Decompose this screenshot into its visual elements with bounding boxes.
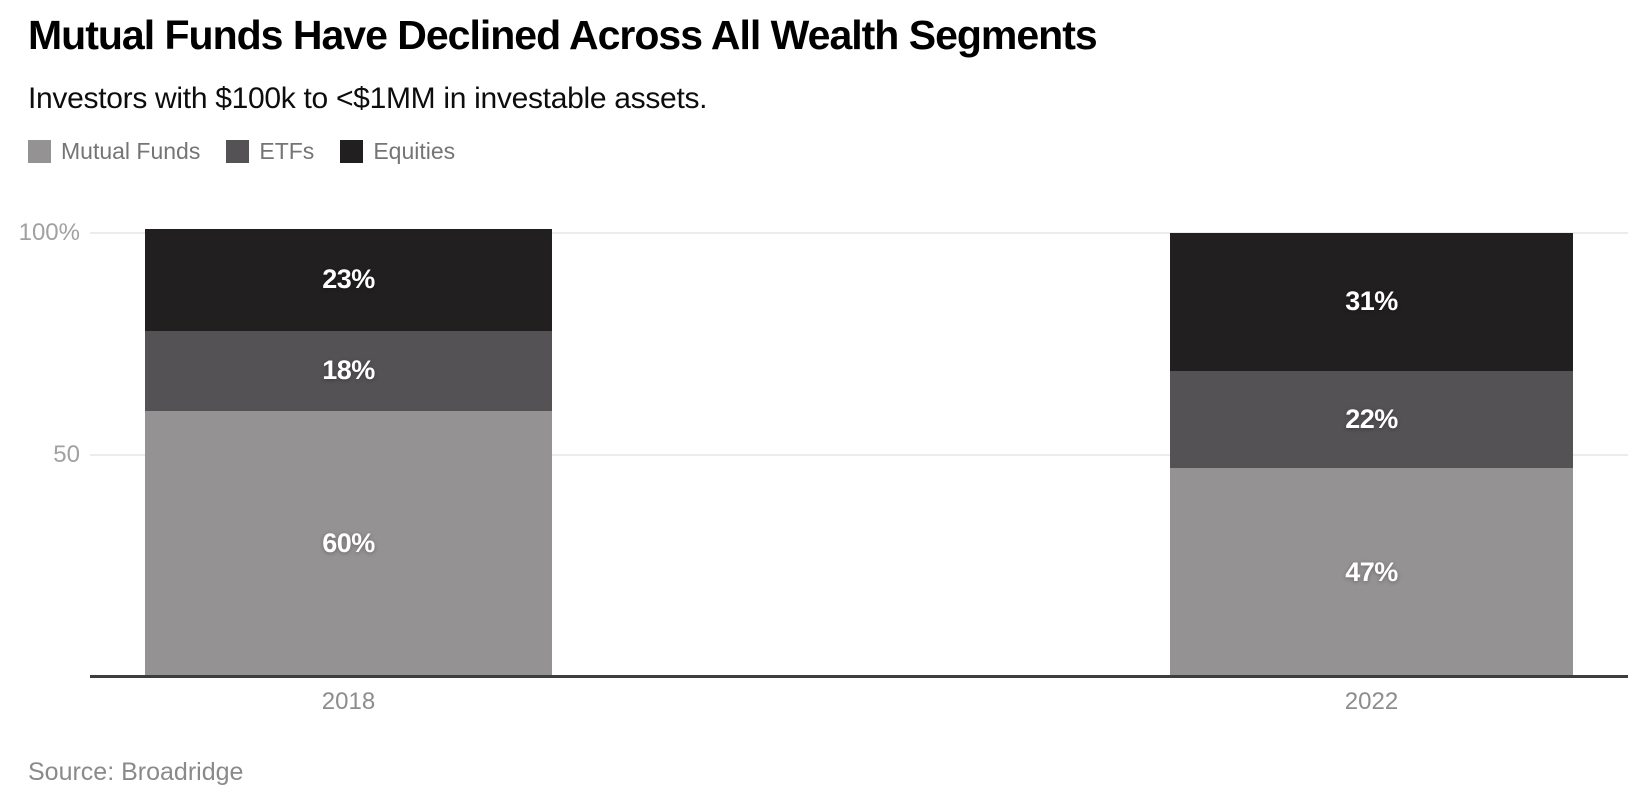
bar-value-label: 31% <box>1345 286 1398 317</box>
x-axis-line <box>90 675 1628 678</box>
chart-subtitle: Investors with $100k to <$1MM in investa… <box>28 82 708 115</box>
x-axis-tick-label: 2022 <box>1344 688 1399 715</box>
legend-swatch-icon <box>340 140 364 163</box>
legend-swatch-icon <box>226 140 250 163</box>
legend-label: ETFs <box>259 138 315 164</box>
x-axis-tick-label: 2018 <box>321 688 376 715</box>
gridline <box>90 232 1628 234</box>
y-axis-tick-label: 50 <box>53 441 80 468</box>
bar-segment: 23% <box>145 228 552 331</box>
bar-segment: 60% <box>145 410 552 677</box>
legend-label: Equities <box>373 138 456 164</box>
source-note: Source: Broadridge <box>28 758 244 786</box>
bar-value-label: 22% <box>1345 403 1398 434</box>
bar-segment: 18% <box>145 330 552 411</box>
bar-value-label: 60% <box>322 528 375 559</box>
gridline <box>90 454 1628 456</box>
legend-item: ETFs <box>226 138 314 165</box>
y-axis-tick-label: 100% <box>18 219 80 246</box>
bar-segment: 47% <box>1170 468 1573 677</box>
legend-item: Mutual Funds <box>28 138 200 165</box>
bar-value-label: 18% <box>322 355 375 386</box>
bar-value-label: 47% <box>1345 557 1398 588</box>
legend-swatch-icon <box>28 140 51 163</box>
legend-item: Equities <box>340 138 455 165</box>
bar-segment: 22% <box>1170 370 1573 469</box>
legend: Mutual Funds ETFs Equities <box>28 138 455 165</box>
legend-label: Mutual Funds <box>61 138 201 164</box>
chart-title: Mutual Funds Have Declined Across All We… <box>28 12 1098 58</box>
bar-segment: 31% <box>1170 233 1573 371</box>
bar-value-label: 23% <box>322 264 375 295</box>
